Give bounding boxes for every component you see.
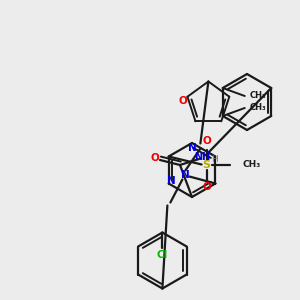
Text: CH₃: CH₃ <box>243 160 261 169</box>
Text: N: N <box>181 170 190 181</box>
Text: N: N <box>167 176 176 187</box>
Text: O: O <box>178 96 187 106</box>
Text: O: O <box>202 136 211 146</box>
Text: Cl: Cl <box>157 250 168 260</box>
Text: H: H <box>212 155 218 164</box>
Text: CH₃: CH₃ <box>250 103 266 112</box>
Text: S: S <box>202 160 211 170</box>
Text: NH: NH <box>194 152 210 162</box>
Text: O: O <box>151 153 159 163</box>
Text: CH₃: CH₃ <box>250 92 266 100</box>
Text: O: O <box>202 182 211 193</box>
Text: N: N <box>188 143 196 153</box>
